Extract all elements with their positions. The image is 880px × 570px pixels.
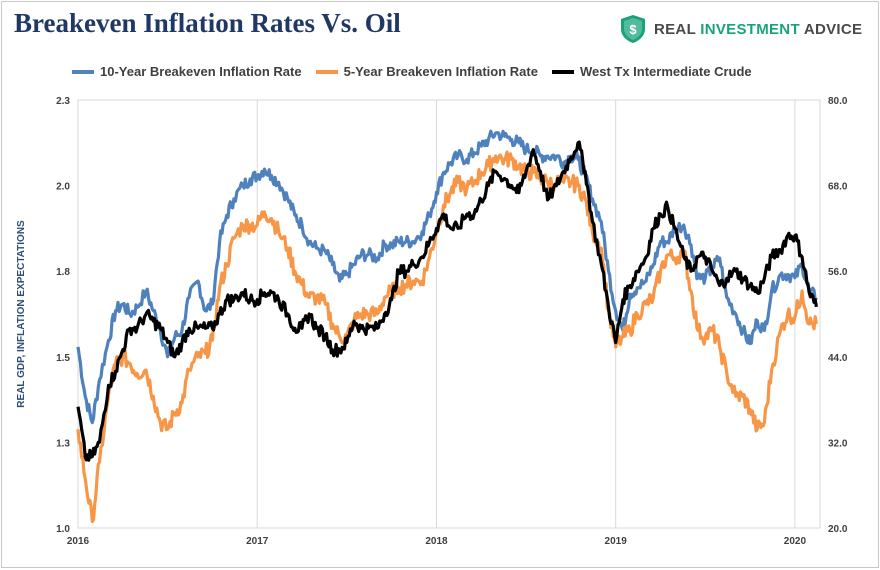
legend-item-5yr: 5-Year Breakeven Inflation Rate xyxy=(315,64,538,79)
y2-tick-label: 68.0 xyxy=(828,182,848,193)
legend-label-wti: West Tx Intermediate Crude xyxy=(579,64,752,79)
left-axis-ticks: 1.0 1.3 1.5 1.8 2.0 2.3 xyxy=(56,96,70,535)
legend-item-10yr: 10-Year Breakeven Inflation Rate xyxy=(72,64,302,79)
x-tick-label: 2018 xyxy=(425,536,448,547)
y-axis-label: REAL GDP, INFLATION EXPECTATIONS xyxy=(16,220,27,408)
brand-word-real: REAL xyxy=(654,20,696,38)
legend-swatch-wti xyxy=(551,69,574,74)
y2-tick-label: 20.0 xyxy=(828,524,848,535)
shield-dollar-icon: $ xyxy=(621,15,645,43)
brand-word-advice: ADVICE xyxy=(803,20,863,38)
y-tick-label: 1.0 xyxy=(56,524,70,535)
series-line-1 xyxy=(76,150,818,523)
x-tick-label: 2020 xyxy=(784,536,807,547)
brand-logo: $ REAL INVESTMENT ADVICE xyxy=(620,14,862,44)
grid-lines xyxy=(77,99,821,529)
y-tick-label: 2.3 xyxy=(56,96,70,107)
legend-label-10yr: 10-Year Breakeven Inflation Rate xyxy=(100,64,302,79)
y-tick-label: 1.8 xyxy=(56,267,70,278)
legend-label-5yr: 5-Year Breakeven Inflation Rate xyxy=(343,64,538,79)
legend-item-wti: West Tx Intermediate Crude xyxy=(551,64,752,79)
x-tick-label: 2016 xyxy=(67,536,90,547)
y2-tick-label: 32.0 xyxy=(828,438,848,449)
series-lines xyxy=(76,129,818,523)
x-tick-label: 2019 xyxy=(605,536,628,547)
y-tick-label: 1.3 xyxy=(56,438,70,449)
chart-legend: 10-Year Breakeven Inflation Rate 5-Year … xyxy=(72,64,766,79)
y-tick-label: 2.0 xyxy=(56,182,70,193)
x-axis-ticks: 2016 2017 2018 2019 2020 xyxy=(67,536,807,547)
brand-word-investment: INVESTMENT xyxy=(700,20,800,38)
x-tick-label: 2017 xyxy=(246,536,269,547)
right-axis-ticks: 20.0 32.0 44.0 56.0 68.0 80.0 xyxy=(828,96,848,535)
legend-swatch-10yr xyxy=(72,69,94,74)
y2-tick-label: 80.0 xyxy=(828,96,848,107)
y2-tick-label: 44.0 xyxy=(828,353,848,364)
brand-wordmark: REAL INVESTMENT ADVICE xyxy=(654,21,862,38)
legend-swatch-5yr xyxy=(315,69,338,74)
svg-text:$: $ xyxy=(629,22,637,37)
series-line-2 xyxy=(76,140,818,462)
y2-tick-label: 56.0 xyxy=(828,267,848,278)
chart-title: Breakeven Inflation Rates Vs. Oil xyxy=(14,8,401,38)
series-line-0 xyxy=(76,129,818,425)
y-tick-label: 1.5 xyxy=(56,353,70,364)
